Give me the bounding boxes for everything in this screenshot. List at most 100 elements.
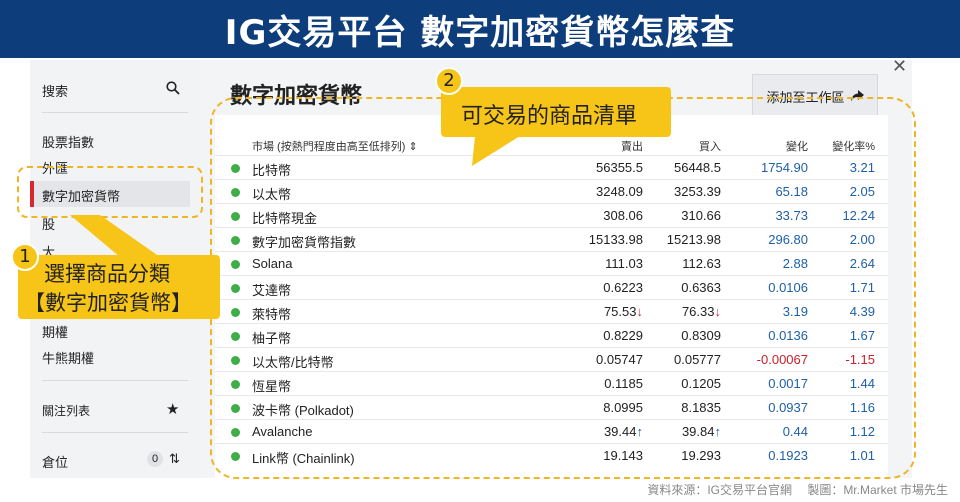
buy-price-value: 3253.39 bbox=[674, 184, 721, 199]
sidebar-item[interactable]: 牛熊期權 bbox=[42, 351, 95, 366]
positions-count-badge: 0 bbox=[147, 451, 163, 467]
sell-price: 15133.98 bbox=[589, 232, 643, 247]
market-status-dot bbox=[231, 212, 240, 221]
sell-price-value: 3248.09 bbox=[596, 184, 643, 199]
price-change: 0.0937 bbox=[768, 400, 808, 415]
price-change: 0.0136 bbox=[768, 328, 808, 343]
price-change: 33.73 bbox=[775, 208, 808, 223]
table-row[interactable]: 比特幣 56355.5 56448.5 1754.90 3.21 bbox=[215, 155, 888, 179]
buy-price-value: 0.8309 bbox=[681, 328, 721, 343]
table-row[interactable]: Solana 111.03 112.63 2.88 2.64 bbox=[215, 251, 888, 275]
table-row[interactable]: Avalanche 39.44↑ 39.84↑ 0.44 1.12 bbox=[215, 419, 888, 443]
market-name[interactable]: Solana bbox=[252, 256, 293, 271]
sidebar-item[interactable]: 股 bbox=[42, 217, 56, 232]
market-name[interactable]: Avalanche bbox=[252, 424, 313, 439]
price-change: 2.88 bbox=[782, 256, 808, 271]
table-row[interactable]: 萊特幣 75.53↓ 76.33↓ 3.19 4.39 bbox=[215, 299, 888, 323]
buy-price-value: 56448.5 bbox=[674, 160, 721, 175]
market-name[interactable]: 以太幣/比特幣 bbox=[252, 355, 334, 370]
banner-title: IG交易平台 數字加密貨幣怎麼查 bbox=[224, 12, 736, 53]
price-change: 1754.90 bbox=[761, 160, 808, 175]
table-row[interactable]: Link幣 (Chainlink) 19.143 19.293 0.1923 1.01 bbox=[215, 443, 888, 467]
sell-price-value: 19.143 bbox=[603, 448, 643, 463]
buy-price-value: 39.84 bbox=[681, 424, 715, 439]
sell-price: 39.44↑ bbox=[604, 424, 643, 439]
buy-price-value: 0.05777 bbox=[674, 352, 721, 367]
arrow-down-icon: ↓ bbox=[714, 304, 722, 319]
callout-step1-line2: 【數字加密貨幣】 bbox=[24, 291, 192, 315]
market-name[interactable]: 恆星幣 bbox=[252, 379, 292, 394]
price-change-pct: 1.67 bbox=[849, 328, 875, 343]
sidebar-divider bbox=[42, 380, 188, 381]
table-row[interactable]: 以太幣/比特幣 0.05747 0.05777 -0.00067 -1.15 bbox=[215, 347, 888, 371]
sell-price: 111.03 bbox=[605, 256, 643, 271]
header-market-label: 市場 (按熱門程度由高至低排列) bbox=[252, 141, 406, 153]
sidebar-positions[interactable]: 倉位 bbox=[42, 455, 69, 470]
sell-price-value: 0.6223 bbox=[603, 280, 643, 295]
sort-icon[interactable]: ⇅ bbox=[169, 451, 180, 466]
market-name[interactable]: 萊特幣 bbox=[252, 307, 292, 322]
buy-price-value: 8.1835 bbox=[681, 400, 721, 415]
sell-price-value: 39.44 bbox=[603, 424, 637, 439]
price-change: 0.0106 bbox=[768, 280, 808, 295]
price-change-pct: 4.39 bbox=[849, 304, 875, 319]
callout-step2-text: 可交易的商品清單 bbox=[461, 104, 638, 129]
market-name[interactable]: Link幣 (Chainlink) bbox=[252, 451, 355, 466]
price-change: 0.1923 bbox=[768, 448, 808, 463]
price-change-pct: 2.64 bbox=[849, 256, 875, 271]
table-row[interactable]: 數字加密貨幣指數 15133.98 15213.98 296.80 2.00 bbox=[215, 227, 888, 251]
buy-price-value: 19.293 bbox=[681, 448, 721, 463]
market-status-dot bbox=[231, 236, 240, 245]
price-change: 3.19 bbox=[782, 304, 808, 319]
sell-price: 0.1185 bbox=[604, 376, 643, 391]
table-row[interactable]: 艾達幣 0.6223 0.6363 0.0106 1.71 bbox=[215, 275, 888, 299]
price-change: 0.0017 bbox=[768, 376, 808, 391]
sell-price: 308.06 bbox=[603, 208, 643, 223]
sell-price: 0.05747 bbox=[596, 352, 643, 367]
sidebar-item[interactable]: 外匯 bbox=[42, 161, 69, 176]
table-row[interactable]: 柚子幣 0.8229 0.8309 0.0136 1.67 bbox=[215, 323, 888, 347]
market-status-dot bbox=[231, 164, 240, 173]
market-name[interactable]: 艾達幣 bbox=[252, 283, 292, 298]
sell-price-value: 8.0995 bbox=[603, 400, 643, 415]
market-name[interactable]: 比特幣 bbox=[252, 163, 292, 178]
callout1-pointer bbox=[70, 215, 160, 257]
sell-price-value: 111.03 bbox=[605, 256, 643, 271]
buy-price: 8.1835 bbox=[681, 400, 721, 415]
header-market[interactable]: 市場 (按熱門程度由高至低排列) ⇕ bbox=[252, 138, 418, 154]
callout-step2: 可交易的商品清單 bbox=[441, 87, 671, 137]
market-status-dot bbox=[231, 404, 240, 413]
buy-price-value: 0.6363 bbox=[681, 280, 721, 295]
price-change-pct: 2.05 bbox=[849, 184, 875, 199]
table-row[interactable]: 波卡幣 (Polkadot) 8.0995 8.1835 0.0937 1.16 bbox=[215, 395, 888, 419]
market-name[interactable]: 數字加密貨幣指數 bbox=[252, 235, 357, 250]
table-row[interactable]: 以太幣 3248.09 3253.39 65.18 2.05 bbox=[215, 179, 888, 203]
market-name[interactable]: 波卡幣 (Polkadot) bbox=[252, 403, 354, 418]
market-name[interactable]: 以太幣 bbox=[252, 187, 292, 202]
sell-price-value: 56355.5 bbox=[596, 160, 643, 175]
sidebar-item[interactable]: 股票指數 bbox=[42, 135, 95, 150]
sidebar-search-label[interactable]: 搜索 bbox=[42, 84, 69, 99]
buy-price: 76.33↓ bbox=[682, 304, 721, 319]
sidebar-item[interactable]: 數字加密貨幣 bbox=[42, 189, 121, 204]
market-status-dot bbox=[231, 308, 240, 317]
search-icon[interactable] bbox=[166, 81, 180, 95]
callout2-pointer bbox=[472, 136, 520, 166]
market-status-dot bbox=[231, 284, 240, 293]
market-name[interactable]: 柚子幣 bbox=[252, 331, 292, 346]
price-change-pct: -1.15 bbox=[845, 352, 875, 367]
price-change-pct: 1.44 bbox=[849, 376, 875, 391]
price-change-pct: 1.71 bbox=[849, 280, 875, 295]
close-icon[interactable]: ✕ bbox=[892, 56, 908, 76]
table-row[interactable]: 比特幣現金 308.06 310.66 33.73 12.24 bbox=[215, 203, 888, 227]
sidebar-item[interactable]: 期權 bbox=[42, 325, 69, 340]
table-row[interactable]: 恆星幣 0.1185 0.1205 0.0017 1.44 bbox=[215, 371, 888, 395]
sidebar-active-indicator bbox=[30, 181, 34, 207]
star-icon[interactable]: ★ bbox=[166, 401, 180, 418]
buy-price-value: 0.1205 bbox=[681, 376, 721, 391]
sidebar-watchlist[interactable]: 關注列表 bbox=[42, 404, 91, 418]
page-title: 數字加密貨幣 bbox=[230, 84, 363, 109]
sell-price: 75.53↓ bbox=[604, 304, 643, 319]
market-name[interactable]: 比特幣現金 bbox=[252, 211, 318, 226]
